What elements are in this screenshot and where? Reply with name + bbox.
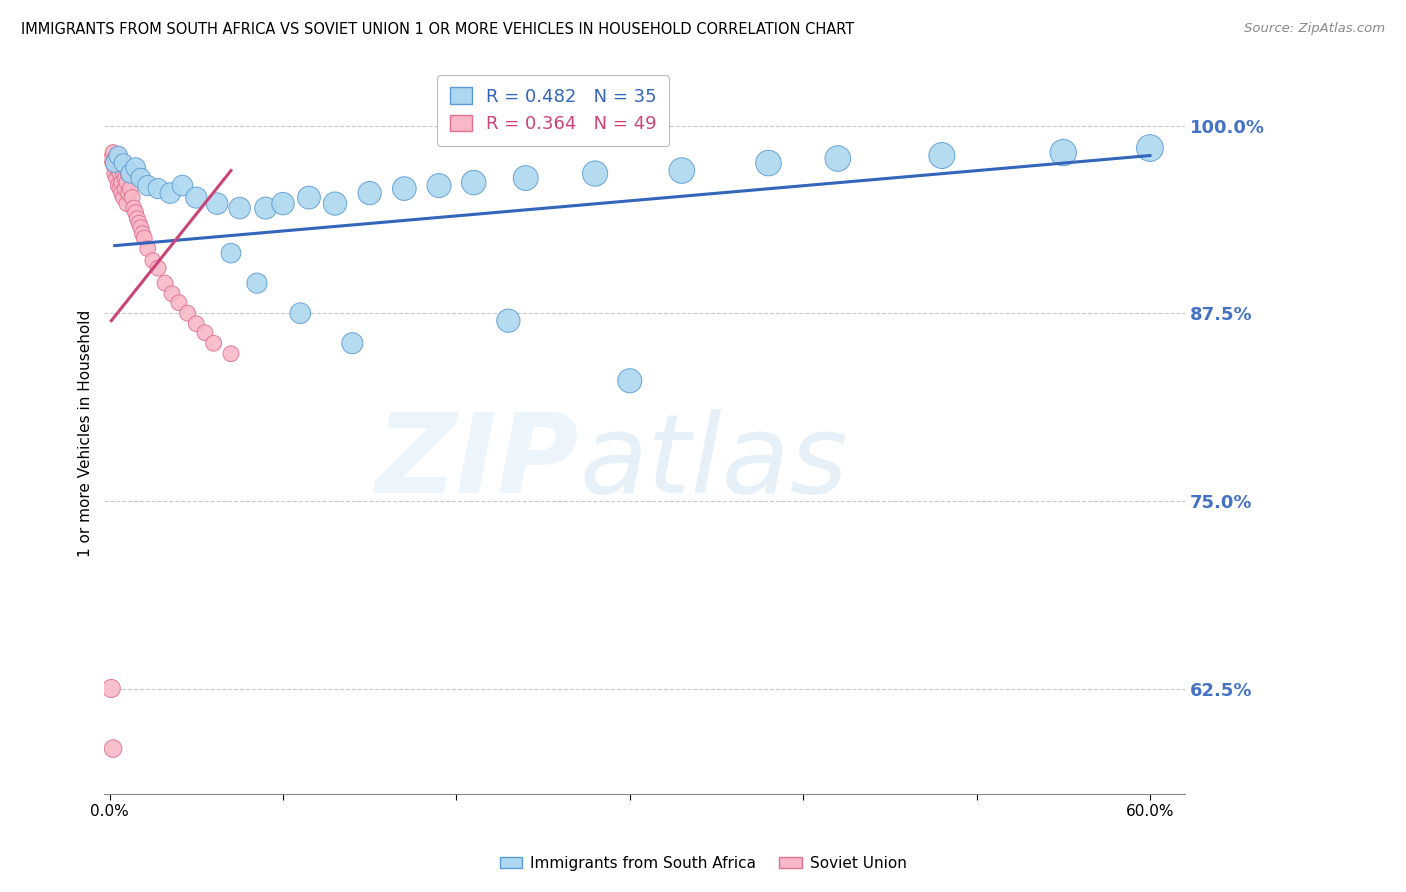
- Point: [118, 186, 141, 200]
- Point: [394, 181, 416, 195]
- Point: [112, 156, 135, 170]
- Legend: Immigrants from South Africa, Soviet Union: Immigrants from South Africa, Soviet Uni…: [494, 850, 912, 877]
- Point: [427, 178, 450, 193]
- Text: ZIP: ZIP: [377, 409, 579, 516]
- Point: [131, 227, 153, 241]
- Point: [114, 171, 136, 186]
- Point: [498, 314, 520, 328]
- Point: [1052, 145, 1074, 160]
- Point: [120, 167, 142, 181]
- Point: [159, 186, 181, 200]
- Point: [121, 191, 143, 205]
- Point: [108, 156, 131, 170]
- Point: [290, 306, 312, 320]
- Point: [107, 148, 129, 162]
- Point: [104, 161, 127, 175]
- Point: [146, 181, 169, 195]
- Point: [104, 152, 127, 166]
- Point: [186, 317, 208, 331]
- Point: [105, 171, 128, 186]
- Point: [271, 196, 294, 211]
- Point: [146, 261, 169, 276]
- Point: [359, 186, 381, 200]
- Point: [120, 181, 142, 195]
- Point: [111, 161, 134, 175]
- Point: [515, 171, 537, 186]
- Point: [128, 216, 150, 230]
- Point: [134, 231, 156, 245]
- Point: [112, 191, 135, 205]
- Point: [111, 186, 134, 200]
- Point: [186, 191, 208, 205]
- Text: atlas: atlas: [579, 409, 848, 516]
- Text: Source: ZipAtlas.com: Source: ZipAtlas.com: [1244, 22, 1385, 36]
- Point: [160, 286, 183, 301]
- Text: IMMIGRANTS FROM SOUTH AFRICA VS SOVIET UNION 1 OR MORE VEHICLES IN HOUSEHOLD COR: IMMIGRANTS FROM SOUTH AFRICA VS SOVIET U…: [21, 22, 855, 37]
- Point: [129, 220, 152, 235]
- Point: [101, 156, 124, 170]
- Point: [115, 161, 138, 175]
- Point: [246, 276, 269, 290]
- Point: [583, 167, 606, 181]
- Point: [124, 205, 146, 219]
- Point: [108, 181, 131, 195]
- Point: [202, 336, 225, 351]
- Point: [112, 167, 135, 181]
- Y-axis label: 1 or more Vehicles in Household: 1 or more Vehicles in Household: [79, 310, 93, 557]
- Point: [219, 246, 242, 260]
- Point: [153, 276, 176, 290]
- Point: [758, 156, 780, 170]
- Point: [107, 178, 129, 193]
- Point: [129, 171, 152, 186]
- Point: [107, 163, 129, 178]
- Point: [105, 156, 128, 170]
- Point: [219, 347, 242, 361]
- Point: [228, 201, 250, 215]
- Point: [101, 145, 124, 160]
- Point: [619, 374, 641, 388]
- Point: [114, 181, 136, 195]
- Point: [172, 178, 194, 193]
- Point: [101, 741, 124, 756]
- Point: [827, 152, 849, 166]
- Point: [100, 152, 122, 166]
- Point: [136, 242, 159, 256]
- Point: [104, 167, 127, 181]
- Point: [124, 161, 146, 175]
- Point: [118, 167, 141, 181]
- Point: [342, 336, 364, 351]
- Point: [100, 681, 122, 696]
- Point: [167, 295, 190, 310]
- Point: [205, 196, 228, 211]
- Point: [108, 167, 131, 181]
- Point: [323, 196, 346, 211]
- Point: [107, 148, 129, 162]
- Point: [931, 148, 953, 162]
- Legend: R = 0.482   N = 35, R = 0.364   N = 49: R = 0.482 N = 35, R = 0.364 N = 49: [437, 75, 669, 145]
- Point: [254, 201, 277, 215]
- Point: [104, 156, 127, 170]
- Point: [115, 196, 138, 211]
- Point: [176, 306, 198, 320]
- Point: [112, 156, 135, 170]
- Point: [127, 211, 149, 226]
- Point: [136, 178, 159, 193]
- Point: [111, 176, 134, 190]
- Point: [671, 163, 693, 178]
- Point: [1139, 141, 1161, 155]
- Point: [122, 201, 145, 215]
- Point: [463, 176, 485, 190]
- Point: [298, 191, 321, 205]
- Point: [115, 176, 138, 190]
- Point: [142, 253, 165, 268]
- Point: [194, 326, 217, 340]
